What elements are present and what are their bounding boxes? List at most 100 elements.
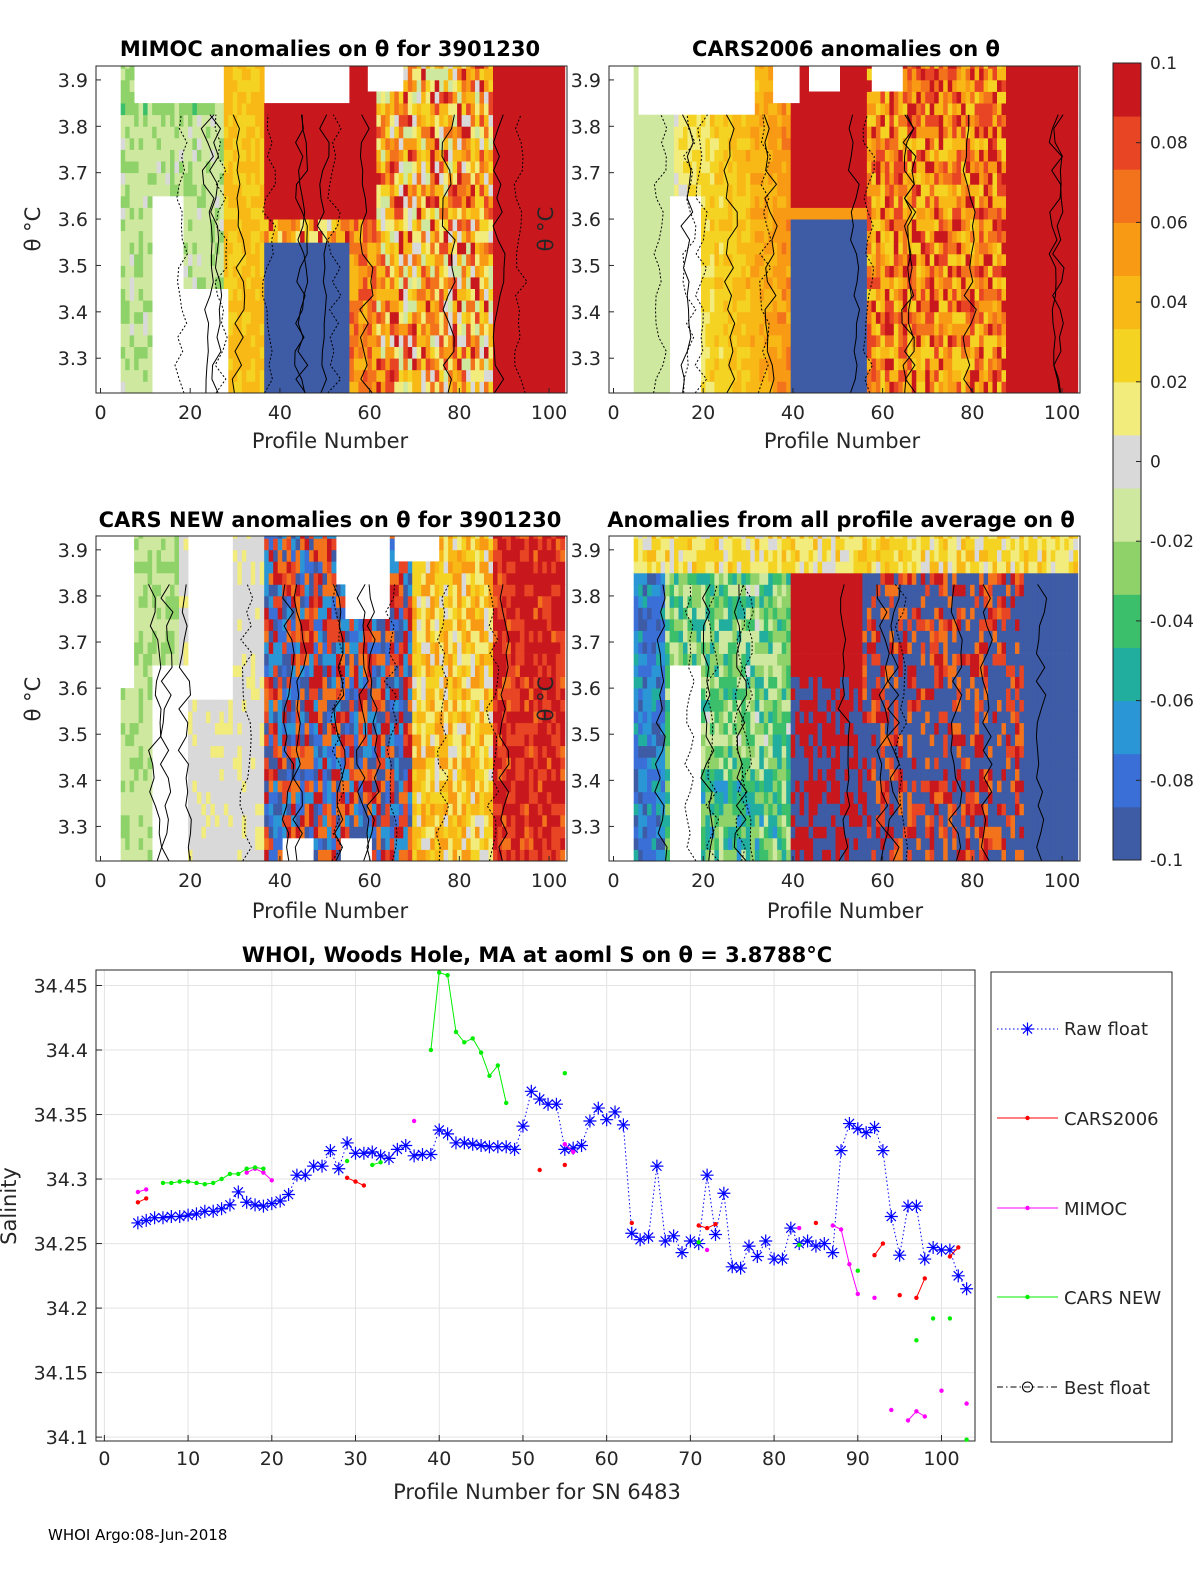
- mimoc-cell: [498, 161, 503, 173]
- mimoc-cell: [188, 231, 193, 243]
- cars2006-cell: [1024, 115, 1029, 127]
- mimoc-cell: [551, 323, 556, 335]
- mimoc-cell: [403, 68, 408, 80]
- mimoc-cell: [556, 335, 561, 347]
- cars2006-cell: [1042, 289, 1047, 301]
- mimoc-cell: [251, 80, 256, 92]
- cars2006-cell: [1019, 196, 1024, 208]
- mimoc-cell: [489, 68, 494, 80]
- cars2006-cell: [836, 150, 841, 162]
- cars2006-cell: [755, 208, 760, 220]
- cars2006-cell: [1015, 358, 1020, 370]
- cars2006-cell: [979, 115, 984, 127]
- cars2006-cell: [970, 138, 975, 150]
- mimoc-cell: [188, 277, 193, 289]
- mimoc-cell: [305, 115, 310, 127]
- cars2006-cell: [818, 196, 823, 208]
- cars2006-cell: [741, 208, 746, 220]
- cars2006-cell: [975, 184, 980, 196]
- cars2006-cell: [943, 173, 948, 185]
- mimoc-cell: [484, 231, 489, 243]
- cars2006-cell: [634, 150, 639, 162]
- mimoc-cell: [192, 161, 197, 173]
- mimoc-cell: [309, 381, 314, 393]
- mimoc-cell: [139, 300, 144, 312]
- mimoc-cell: [421, 312, 426, 324]
- cars2006-cell: [1015, 92, 1020, 104]
- mimoc-cell: [385, 196, 390, 208]
- cars2006-cell: [970, 347, 975, 359]
- mimoc-cell: [201, 265, 206, 277]
- mimoc-cell: [255, 219, 260, 231]
- mimoc-cell: [332, 231, 337, 243]
- cars2006-cell: [827, 335, 832, 347]
- cars2006-cell: [880, 173, 885, 185]
- mimoc-cell: [556, 150, 561, 162]
- mimoc-cell: [542, 323, 547, 335]
- cars2006-cell: [871, 335, 876, 347]
- mimoc-cell: [372, 231, 377, 243]
- cars2006-cell: [674, 173, 679, 185]
- cars2006-cell: [988, 300, 993, 312]
- mimoc-cell: [148, 358, 153, 370]
- cars2006-cell: [1024, 300, 1029, 312]
- mimoc-cell: [462, 277, 467, 289]
- cars2006-cell: [804, 289, 809, 301]
- cars2006-cell: [1046, 370, 1051, 382]
- cars2006-cell: [1046, 92, 1051, 104]
- mimoc-cell: [511, 289, 516, 301]
- mimoc-cell: [125, 277, 130, 289]
- cars2006-cell: [791, 335, 796, 347]
- mimoc-cell: [515, 231, 520, 243]
- mimoc-cell: [143, 115, 148, 127]
- cars2006-cell: [993, 150, 998, 162]
- cars2006-cell: [813, 103, 818, 115]
- cars2006-cell: [705, 358, 710, 370]
- mimoc-cell: [471, 184, 476, 196]
- mimoc-cell: [439, 103, 444, 115]
- cars2006-cell: [961, 242, 966, 254]
- mimoc-cell: [538, 300, 543, 312]
- mimoc-cell: [515, 370, 520, 382]
- mimoc-cell: [412, 68, 417, 80]
- mimoc-cell: [462, 161, 467, 173]
- cars2006-cell: [898, 196, 903, 208]
- mimoc-cell: [506, 103, 511, 115]
- cars2006-cell: [943, 277, 948, 289]
- cars2006-cell: [858, 231, 863, 243]
- mimoc-cell: [524, 358, 529, 370]
- mimoc-cell: [390, 358, 395, 370]
- cars2006-cell: [916, 289, 921, 301]
- mimoc-cell: [439, 323, 444, 335]
- cars2006-cell: [912, 231, 917, 243]
- mimoc-cell: [143, 103, 148, 115]
- cars2006-cell: [849, 68, 854, 80]
- cars2006-cell: [804, 208, 809, 220]
- cars2006-cell: [764, 231, 769, 243]
- mimoc-cell: [399, 370, 404, 382]
- cars2006-cell: [889, 92, 894, 104]
- mimoc-cell: [484, 184, 489, 196]
- mimoc-cell: [399, 173, 404, 185]
- cars2006-cell: [840, 277, 845, 289]
- mimoc-cell: [264, 161, 269, 173]
- cars2006-cell: [885, 208, 890, 220]
- cars2006-cell: [638, 196, 643, 208]
- cars2006-cell: [809, 92, 814, 104]
- cars2006-cell: [979, 231, 984, 243]
- cars2006-cell: [737, 173, 742, 185]
- cars2006-cell: [1033, 150, 1038, 162]
- cars2006-cell: [961, 277, 966, 289]
- cars2006-cell: [643, 312, 648, 324]
- cars2006-cell: [862, 173, 867, 185]
- mimoc-cell: [233, 358, 238, 370]
- cars2006-cell: [643, 184, 648, 196]
- mimoc-cell: [462, 300, 467, 312]
- cars2006-cell: [705, 381, 710, 393]
- mimoc-cell: [448, 138, 453, 150]
- mimoc-cell: [341, 115, 346, 127]
- mimoc-cell: [430, 115, 435, 127]
- mimoc-cell: [412, 126, 417, 138]
- cars2006-cell: [782, 161, 787, 173]
- cars2006-cell: [1019, 115, 1024, 127]
